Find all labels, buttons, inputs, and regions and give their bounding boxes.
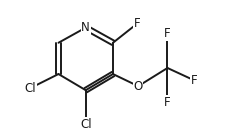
Text: F: F (164, 27, 170, 40)
Text: N: N (81, 21, 90, 34)
Text: F: F (164, 96, 170, 109)
Text: Cl: Cl (24, 82, 36, 95)
Text: F: F (190, 74, 196, 87)
Text: F: F (133, 17, 140, 30)
Text: Cl: Cl (79, 118, 91, 131)
Text: O: O (133, 80, 142, 93)
